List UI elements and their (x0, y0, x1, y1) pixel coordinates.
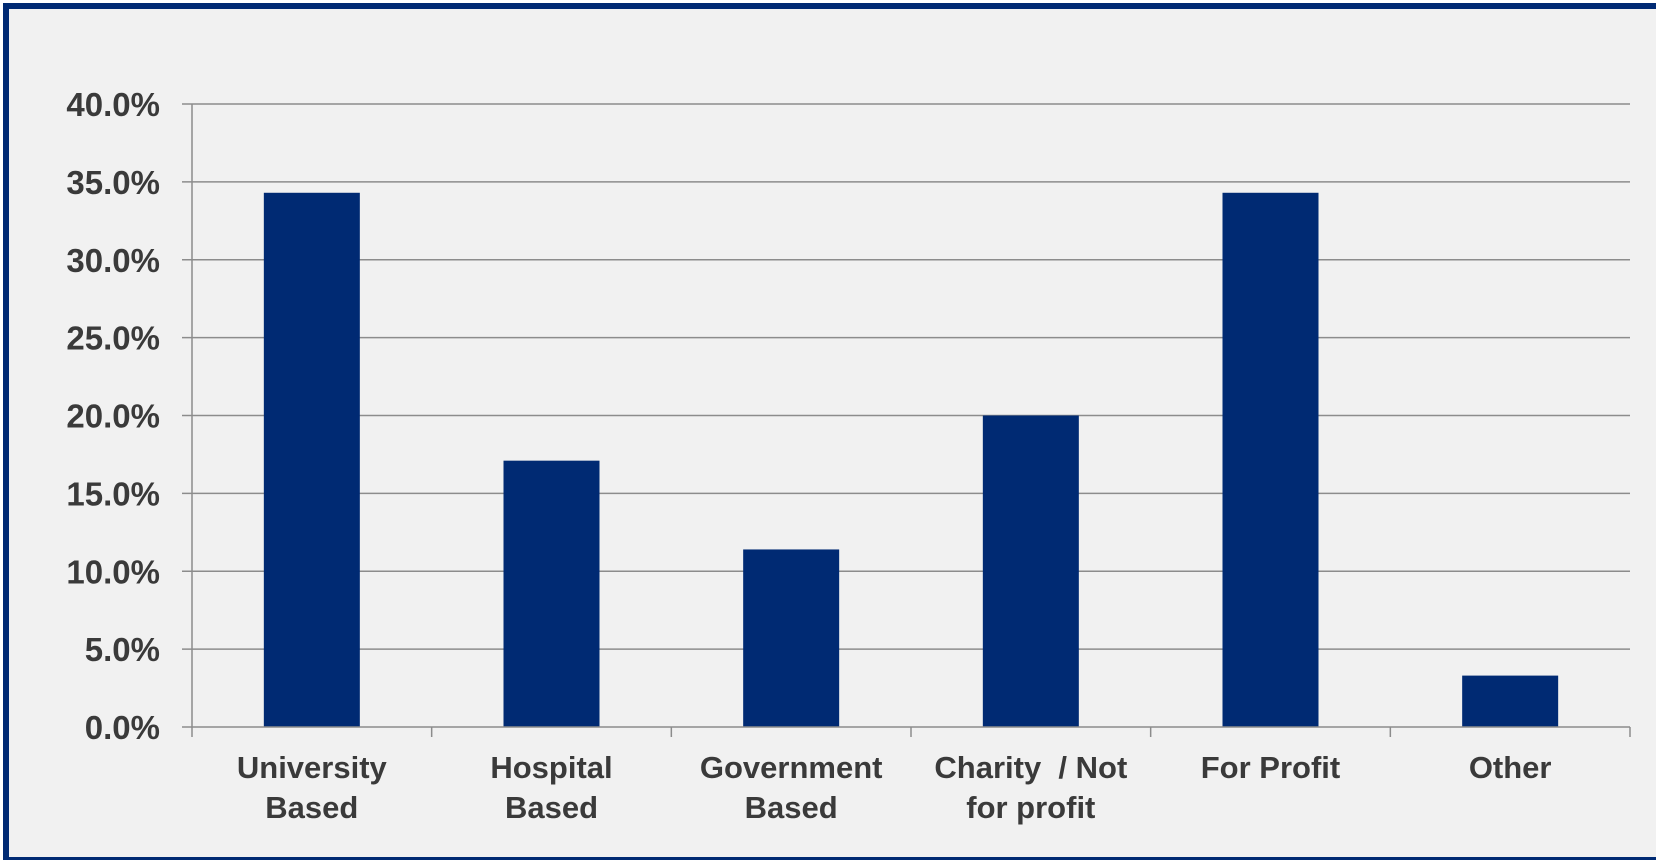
bar (743, 549, 840, 727)
y-tick-label: 20.0% (66, 398, 160, 435)
bar (503, 460, 600, 727)
y-tick-label: 10.0% (66, 553, 160, 590)
x-axis-category-labels: University Based Hospital Based Government Ba… (237, 750, 1552, 825)
bar (982, 415, 1079, 727)
y-tick-label: 0.0% (85, 709, 160, 746)
y-tick-label: 25.0% (66, 320, 160, 357)
y-tick-label: 15.0% (66, 475, 160, 512)
x-category-label: For Profit (1201, 750, 1341, 785)
x-axis (191, 104, 1631, 737)
y-tick-label: 5.0% (85, 631, 160, 668)
y-tick-label: 35.0% (66, 164, 160, 201)
y-axis-tick-labels: 0.0% 5.0% 10.0% 15.0% 20.0% 25.0% 30.0% 35.0% 40… (66, 86, 160, 746)
bar (1462, 675, 1559, 727)
bar (1222, 192, 1319, 728)
x-category-label: Government Based (700, 750, 883, 825)
bar (263, 192, 360, 728)
y-tick-label: 30.0% (66, 242, 160, 279)
x-category-label: University Based (237, 750, 388, 825)
x-category-label: Other (1469, 750, 1552, 785)
x-category-label: Charity / Not for profit (934, 750, 1127, 825)
bars (263, 192, 1559, 728)
y-tick-label: 40.0% (66, 86, 160, 123)
x-category-label: Hospital Based (490, 750, 612, 825)
chart-background (3, 3, 1656, 860)
gridlines (182, 103, 1630, 728)
